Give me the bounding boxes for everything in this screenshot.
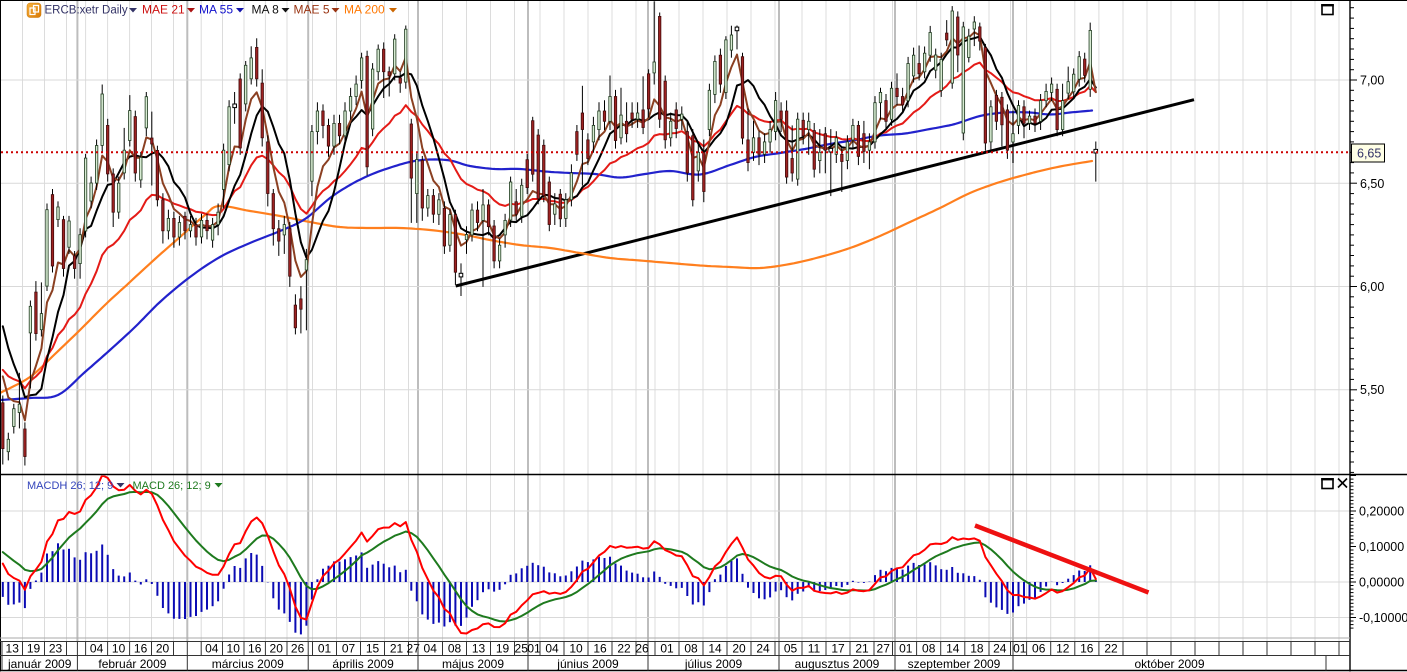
- svg-text:17: 17: [831, 642, 845, 656]
- svg-text:10: 10: [112, 642, 126, 656]
- svg-text:27: 27: [877, 642, 891, 656]
- svg-text:június 2009: június 2009: [556, 657, 619, 671]
- svg-text:01: 01: [318, 642, 332, 656]
- svg-text:ERCB:xetr Daily: ERCB:xetr Daily: [45, 5, 128, 17]
- svg-text:MA 200: MA 200: [344, 3, 385, 17]
- svg-text:10: 10: [569, 642, 583, 656]
- svg-text:MA 8: MA 8: [252, 3, 280, 17]
- svg-text:26: 26: [291, 642, 305, 656]
- svg-text:25: 25: [515, 642, 529, 656]
- svg-text:szeptember 2009: szeptember 2009: [908, 657, 1001, 671]
- svg-text:0,10000: 0,10000: [1359, 540, 1404, 554]
- svg-text:14: 14: [708, 642, 722, 656]
- svg-text:20: 20: [732, 642, 746, 656]
- svg-text:13: 13: [6, 642, 20, 656]
- svg-text:július 2009: július 2009: [684, 657, 743, 671]
- svg-text:08: 08: [448, 642, 462, 656]
- svg-text:-0,10000: -0,10000: [1359, 611, 1407, 625]
- svg-text:04: 04: [545, 642, 559, 656]
- svg-text:23: 23: [49, 642, 63, 656]
- svg-text:27: 27: [407, 642, 421, 656]
- svg-text:február 2009: február 2009: [98, 657, 166, 671]
- svg-text:24: 24: [756, 642, 770, 656]
- svg-text:26: 26: [635, 642, 649, 656]
- svg-text:21: 21: [390, 642, 404, 656]
- svg-text:01: 01: [660, 642, 674, 656]
- svg-text:01: 01: [899, 642, 913, 656]
- svg-text:08: 08: [684, 642, 698, 656]
- svg-text:07: 07: [342, 642, 356, 656]
- svg-text:augusztus 2009: augusztus 2009: [795, 657, 880, 671]
- svg-text:5,50: 5,50: [1360, 383, 1384, 397]
- svg-text:MA 55: MA 55: [199, 3, 233, 17]
- svg-text:MAE 21: MAE 21: [142, 3, 185, 17]
- svg-text:22: 22: [617, 642, 631, 656]
- svg-text:14: 14: [946, 642, 960, 656]
- svg-text:10: 10: [227, 642, 241, 656]
- svg-text:04: 04: [205, 642, 219, 656]
- svg-text:12: 12: [1056, 642, 1070, 656]
- svg-text:16: 16: [593, 642, 607, 656]
- svg-text:MACDH 26; 12; 9: MACDH 26; 12; 9: [27, 480, 113, 492]
- svg-text:01: 01: [527, 642, 541, 656]
- svg-text:0,20000: 0,20000: [1359, 505, 1404, 519]
- svg-text:6,65: 6,65: [1357, 147, 1381, 161]
- svg-text:15: 15: [366, 642, 380, 656]
- svg-text:március 2009: március 2009: [212, 657, 284, 671]
- svg-text:05: 05: [784, 642, 798, 656]
- svg-text:16: 16: [1080, 642, 1094, 656]
- svg-text:13: 13: [472, 642, 486, 656]
- svg-text:október 2009: október 2009: [1134, 657, 1204, 671]
- svg-text:május 2009: május 2009: [442, 657, 504, 671]
- svg-text:04: 04: [424, 642, 438, 656]
- svg-text:16: 16: [134, 642, 148, 656]
- svg-text:20: 20: [270, 642, 284, 656]
- svg-text:18: 18: [970, 642, 984, 656]
- svg-text:MAE 5: MAE 5: [294, 3, 330, 17]
- svg-text:01: 01: [1013, 642, 1027, 656]
- svg-text:6,50: 6,50: [1360, 177, 1384, 191]
- svg-text:január 2009: január 2009: [7, 657, 72, 671]
- svg-text:21: 21: [855, 642, 869, 656]
- svg-text:16: 16: [248, 642, 262, 656]
- svg-text:19: 19: [496, 642, 510, 656]
- svg-text:április 2009: április 2009: [332, 657, 394, 671]
- svg-text:06: 06: [1032, 642, 1046, 656]
- svg-text:7,00: 7,00: [1360, 74, 1384, 88]
- svg-text:08: 08: [922, 642, 936, 656]
- svg-text:19: 19: [27, 642, 41, 656]
- svg-text:22: 22: [1104, 642, 1118, 656]
- svg-text:6,00: 6,00: [1360, 280, 1384, 294]
- svg-text:20: 20: [156, 642, 170, 656]
- svg-text:0,00000: 0,00000: [1359, 576, 1404, 590]
- svg-text:24: 24: [993, 642, 1007, 656]
- svg-text:MACD 26; 12; 9: MACD 26; 12; 9: [133, 480, 211, 492]
- svg-text:11: 11: [808, 642, 821, 656]
- svg-text:04: 04: [90, 642, 104, 656]
